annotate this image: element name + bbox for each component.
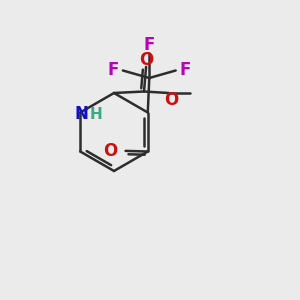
Text: O: O — [164, 91, 179, 109]
Text: F: F — [144, 36, 155, 54]
Text: O: O — [140, 51, 154, 69]
Text: F: F — [179, 61, 191, 79]
Text: H: H — [89, 107, 102, 122]
Text: F: F — [108, 61, 119, 79]
Text: O: O — [103, 142, 117, 160]
Text: N: N — [75, 105, 89, 123]
